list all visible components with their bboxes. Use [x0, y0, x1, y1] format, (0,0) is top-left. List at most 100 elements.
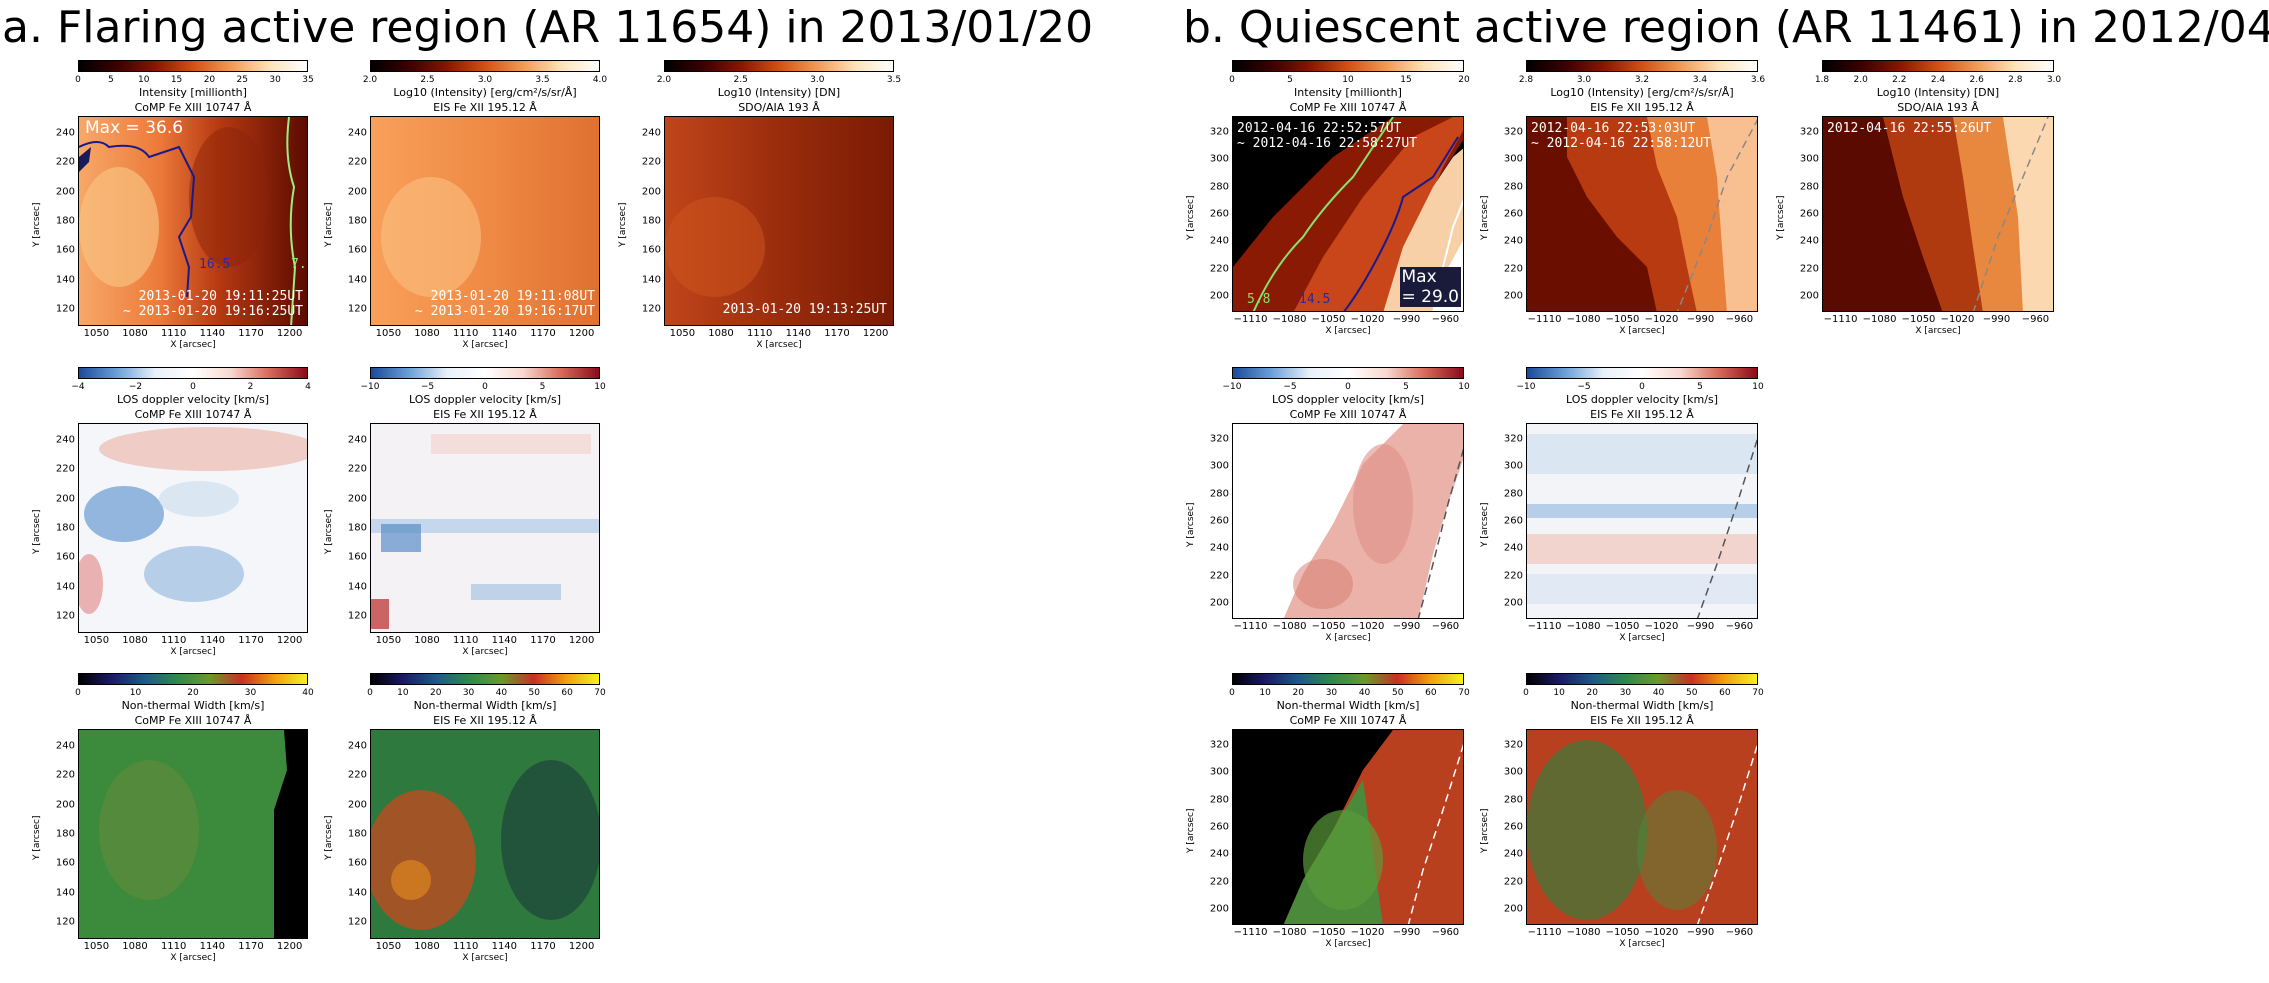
x-tick-label: −1020: [1644, 927, 1679, 938]
x-tick-label: −990: [1392, 621, 1421, 632]
y-tick-label: 300: [1503, 153, 1523, 165]
colorbar: [1822, 60, 2054, 72]
colorbar-tick: 3.0: [1576, 75, 1592, 85]
y-tick-label: 320: [1503, 433, 1523, 445]
y-axis-label: Y [arcsec]: [1186, 195, 1196, 240]
y-tick-label: 220: [1799, 263, 1819, 275]
colorbar-tick: 25: [236, 75, 249, 85]
x-tick-label: −1050: [1311, 927, 1346, 938]
colorbar-tick: 10: [1342, 75, 1354, 85]
x-tick-label: 1140: [785, 328, 812, 339]
y-tick-label: 220: [1209, 263, 1229, 275]
width-map: [371, 730, 599, 938]
y-tick-label: 140: [641, 274, 661, 286]
y-axis-label: Y [arcsec]: [32, 509, 42, 554]
y-tick-label: 240: [347, 127, 367, 139]
colorbar-tick: 50: [528, 688, 541, 698]
y-tick-label: 260: [1209, 515, 1229, 527]
panel-a-comp-intensity: 0 5 10 15 20 25 30 35 Intensity [millionth] CoM…: [32, 60, 314, 350]
colorbar-label: Non-thermal Width [km/s]: [1570, 699, 1714, 712]
y-tick-label: 220: [347, 463, 367, 475]
y-tick-label: 240: [1209, 848, 1229, 860]
x-tick-label: −1080: [1272, 621, 1307, 632]
colorbar-tick: 60: [561, 688, 573, 698]
y-tick-label: 220: [55, 463, 75, 475]
colorbar-tick: 30: [1619, 688, 1632, 698]
x-tick-label: −1080: [1566, 621, 1601, 632]
colorbar-tick: 30: [269, 75, 281, 85]
colorbar-tick: −5: [1577, 382, 1591, 392]
x-tick-label: −960: [2021, 314, 2050, 325]
x-tick-label: 1200: [568, 941, 595, 952]
x-tick-label: 1050: [83, 328, 110, 339]
colorbar-tick: 5: [539, 382, 546, 392]
x-tick-label: −1110: [1233, 927, 1268, 938]
x-axis-label: X [arcsec]: [170, 340, 216, 350]
y-tick-label: 200: [1503, 597, 1523, 609]
image-plot: [1526, 729, 1758, 925]
colorbar-tick: 40: [302, 688, 314, 698]
x-tick-label: 1140: [199, 941, 226, 952]
x-tick-label: −1080: [1272, 314, 1307, 325]
x-tick-label: 1110: [160, 941, 187, 952]
y-tick-label: 240: [1799, 235, 1819, 247]
colorbar-tick: −10: [360, 382, 380, 392]
doppler-map: [371, 424, 599, 632]
colorbar-tick: 20: [1292, 688, 1305, 698]
timestamp: 2013-01-20 19:11:08UT ~ 2013-01-20 19:16…: [414, 289, 595, 319]
colorbar-tick: 4.0: [592, 75, 608, 85]
colorbar-tick: 0: [1229, 688, 1235, 698]
colorbar-label: LOS doppler velocity [km/s]: [1272, 393, 1424, 406]
timestamp: 2012-04-16 22:53:03UT ~ 2012-04-16 22:58…: [1531, 121, 1712, 151]
y-tick-label: 120: [641, 303, 661, 315]
panel-title: CoMP Fe XIII 10747 Å: [1289, 101, 1407, 114]
x-tick-label: 1080: [122, 328, 148, 339]
y-tick-label: 200: [55, 493, 75, 505]
y-tick-label: 120: [347, 303, 367, 315]
y-tick-label: 220: [347, 156, 367, 168]
y-tick-label: 220: [347, 769, 367, 781]
x-axis-label: X [arcsec]: [1915, 326, 1961, 336]
x-tick-label: −960: [1725, 927, 1754, 938]
colorbar-tick: 5: [107, 75, 114, 85]
colorbar-tick: 4: [305, 382, 311, 392]
panel-title: EIS Fe XII 195.12 Å: [433, 714, 537, 727]
colorbar-tick: −5: [420, 382, 435, 392]
panel-a-comp-doppler: −4 −2 0 2 4 LOS doppler velocity [km/s] CoMP…: [32, 367, 311, 657]
colorbar-tick: 20: [1586, 688, 1599, 698]
panel-b-comp-doppler: −10 −5 0 5 10 LOS doppler velocity [km/s] Co…: [1186, 367, 1470, 657]
y-tick-label: 240: [1503, 848, 1523, 860]
intensity-map: [665, 117, 893, 325]
y-tick-label: 220: [1503, 570, 1523, 582]
colorbar-label: Log10 (Intensity) [DN]: [1876, 86, 2000, 99]
y-tick-label: 280: [1209, 488, 1229, 500]
x-axis-label: X [arcsec]: [170, 953, 216, 963]
colorbar: [664, 60, 894, 72]
colorbar-tick: 10: [129, 688, 142, 698]
x-tick-label: −1050: [1311, 314, 1346, 325]
x-axis-label: X [arcsec]: [1619, 633, 1665, 643]
title-b: b. Quiescent active region (AR 11461) in…: [1183, 2, 2269, 53]
colorbar-tick: −10: [1516, 382, 1536, 392]
doppler-map: [1527, 424, 1757, 618]
y-axis-label: Y [arcsec]: [1776, 195, 1786, 240]
colorbar-tick: 3.4: [1692, 75, 1708, 85]
x-tick-label: 1170: [530, 941, 556, 952]
y-tick-label: 140: [347, 581, 367, 593]
timestamp: 2012-04-16 22:55:26UT: [1827, 121, 1992, 136]
y-tick-label: 160: [641, 244, 661, 256]
colorbar-tick: 3.5: [535, 75, 550, 85]
colorbar-tick: 2.5: [420, 75, 435, 85]
x-tick-label: −960: [1431, 621, 1460, 632]
x-tick-label: −1020: [1350, 927, 1385, 938]
colorbar-tick: 10: [1553, 688, 1565, 698]
y-tick-label: 240: [55, 434, 75, 446]
colorbar-tick: 5: [1403, 382, 1409, 392]
panel-b-eis-doppler: −10 −5 0 5 10 LOS doppler velocity [km/s] EI…: [1480, 367, 1764, 657]
colorbar-tick: 2.0: [1853, 75, 1868, 85]
colorbar-tick: 1.8: [1814, 75, 1830, 85]
x-tick-label: 1050: [375, 328, 402, 339]
x-tick-label: 1140: [491, 941, 518, 952]
y-tick-label: 200: [347, 186, 367, 198]
y-tick-label: 260: [1799, 208, 1819, 220]
